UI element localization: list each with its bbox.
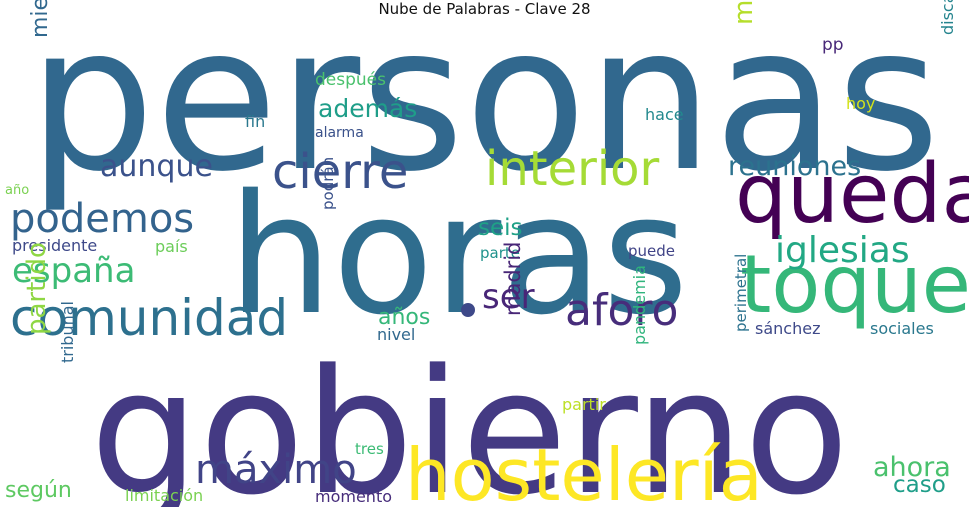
word-7: cierre <box>272 144 408 200</box>
word-21: alarma <box>315 125 364 141</box>
word-29: país <box>155 237 188 256</box>
word-47: limitación <box>125 486 203 505</box>
word-41: perimetral <box>732 254 750 332</box>
word-42: sánchez <box>755 319 820 338</box>
word-11: aunque <box>100 149 213 184</box>
chart-title: Nube de Palabras - Clave 28 <box>378 0 591 18</box>
word-3: queda <box>735 147 969 242</box>
word-36: madrid <box>501 242 525 316</box>
word-5: hostelería <box>405 433 763 507</box>
word-18: mientras <box>28 0 53 38</box>
word-45: caso <box>893 472 946 498</box>
word-23: hace <box>645 105 684 124</box>
word-26: discapacidad <box>938 0 957 35</box>
word-4: toque <box>740 238 969 331</box>
word-16: reuniones <box>728 151 861 182</box>
word-13: aforo <box>565 285 678 336</box>
word-31: parte <box>480 244 520 262</box>
word-37: partido <box>22 242 52 335</box>
word-22: fin <box>245 112 265 131</box>
word-1: horas <box>228 159 688 351</box>
word-39: pandemia <box>630 265 649 345</box>
word-30: podrán <box>319 157 337 210</box>
word-46: según <box>5 478 72 503</box>
word-48: tres <box>355 440 384 458</box>
word-34: años <box>378 305 430 330</box>
word-40: partir <box>562 395 606 414</box>
word-35: nivel <box>377 325 415 344</box>
word-24: pp <box>822 35 844 55</box>
word-2: gobierno <box>90 332 849 507</box>
word-17: medidas <box>729 0 759 25</box>
word-14: ser <box>482 277 535 317</box>
word-28: presidente <box>12 236 97 255</box>
word-32: puede <box>628 242 675 260</box>
word-20: después <box>315 70 386 90</box>
word-6: interior <box>485 141 660 197</box>
word-27: seis <box>478 215 523 241</box>
word-15: iglesias <box>775 230 910 271</box>
word-12: máximo <box>195 447 357 493</box>
dot-mark <box>461 303 475 317</box>
word-49: momento <box>315 487 392 506</box>
word-33: año <box>5 183 29 198</box>
word-10: españa <box>12 251 135 291</box>
word-25: hoy <box>846 94 875 113</box>
word-9: comunidad <box>10 289 288 347</box>
word-44: ahora <box>873 452 951 483</box>
word-38: tribunal <box>58 301 77 363</box>
word-43: sociales <box>870 319 934 338</box>
word-0: personas <box>28 0 940 216</box>
word-8: podemos <box>10 196 194 242</box>
word-19: además <box>318 94 417 123</box>
